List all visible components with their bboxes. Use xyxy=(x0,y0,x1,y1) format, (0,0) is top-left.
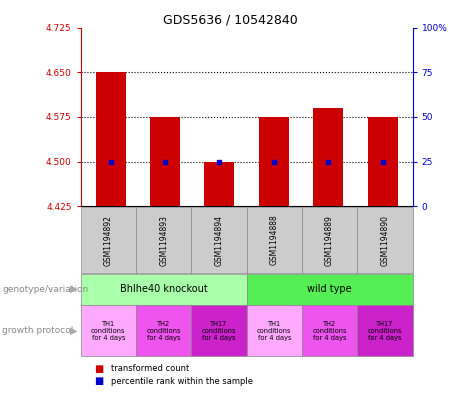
Text: growth protocol: growth protocol xyxy=(2,326,74,335)
Text: TH1
conditions
for 4 days: TH1 conditions for 4 days xyxy=(91,321,125,340)
Text: ▶: ▶ xyxy=(70,284,77,294)
Text: TH2
conditions
for 4 days: TH2 conditions for 4 days xyxy=(313,321,347,340)
Text: percentile rank within the sample: percentile rank within the sample xyxy=(111,377,253,386)
Text: TH2
conditions
for 4 days: TH2 conditions for 4 days xyxy=(147,321,181,340)
Text: TH17
conditions
for 4 days: TH17 conditions for 4 days xyxy=(368,321,402,340)
Text: TH1
conditions
for 4 days: TH1 conditions for 4 days xyxy=(257,321,291,340)
Text: GSM1194889: GSM1194889 xyxy=(325,215,334,266)
Bar xyxy=(95,72,125,206)
Bar xyxy=(313,108,343,206)
Text: GSM1194890: GSM1194890 xyxy=(380,215,390,266)
Text: TH17
conditions
for 4 days: TH17 conditions for 4 days xyxy=(202,321,236,340)
Text: GSM1194888: GSM1194888 xyxy=(270,215,279,266)
Text: GDS5636 / 10542840: GDS5636 / 10542840 xyxy=(163,14,298,27)
Text: GSM1194894: GSM1194894 xyxy=(214,215,224,266)
Text: genotype/variation: genotype/variation xyxy=(2,285,89,294)
Text: Bhlhe40 knockout: Bhlhe40 knockout xyxy=(120,284,207,294)
Bar xyxy=(368,117,398,206)
Text: transformed count: transformed count xyxy=(111,364,189,373)
Text: wild type: wild type xyxy=(307,284,352,294)
Bar xyxy=(205,162,234,206)
Bar xyxy=(259,117,289,206)
Text: ■: ■ xyxy=(95,364,104,374)
Bar xyxy=(150,117,180,206)
Text: GSM1194893: GSM1194893 xyxy=(159,215,168,266)
Text: ■: ■ xyxy=(95,376,104,386)
Text: GSM1194892: GSM1194892 xyxy=(104,215,113,266)
Text: ▶: ▶ xyxy=(70,325,77,336)
